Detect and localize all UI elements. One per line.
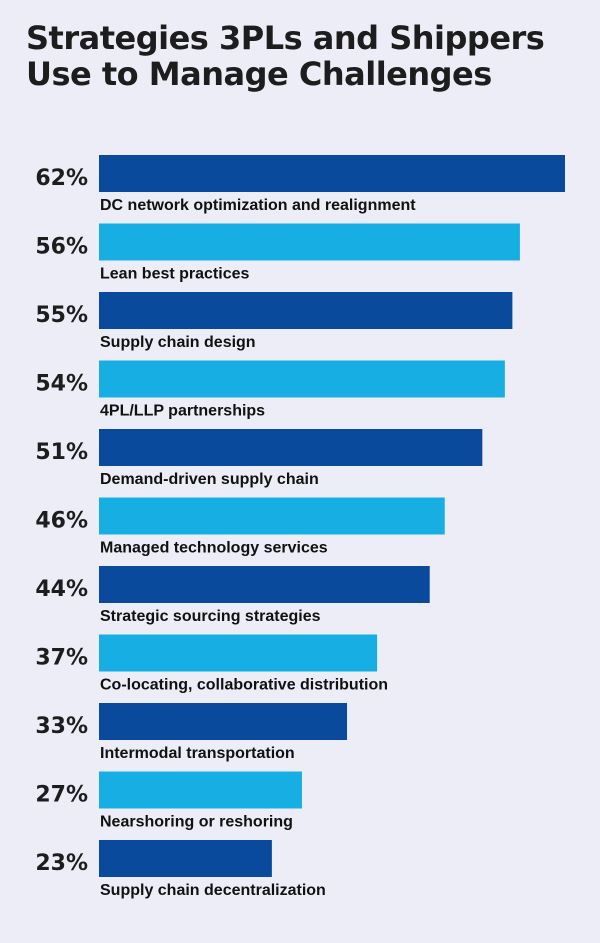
bar xyxy=(99,497,445,535)
value-label: 51% xyxy=(35,440,88,465)
bar xyxy=(99,840,272,877)
category-label: Demand-driven supply chain xyxy=(100,471,319,488)
bar xyxy=(99,634,378,672)
category-label: Supply chain design xyxy=(100,334,256,351)
category-label: 4PL/LLP partnerships xyxy=(100,403,265,420)
bar xyxy=(99,292,513,329)
bar xyxy=(99,223,520,261)
value-label: 33% xyxy=(35,714,88,739)
value-label: 55% xyxy=(35,303,88,328)
category-label: Nearshoring or reshoring xyxy=(100,814,293,831)
bar xyxy=(99,703,348,740)
bar xyxy=(99,429,483,466)
bar xyxy=(99,771,302,809)
category-label: Co-locating, collaborative distribution xyxy=(100,677,388,694)
category-label: Supply chain decentralization xyxy=(100,882,326,899)
category-label: Lean best practices xyxy=(100,266,250,283)
value-label: 54% xyxy=(35,372,88,397)
bar xyxy=(99,360,505,398)
chart-title: Strategies 3PLs and Shippers Use to Mana… xyxy=(26,19,545,93)
value-label: 46% xyxy=(35,509,88,534)
value-label: 56% xyxy=(35,235,88,260)
category-label: Intermodal transportation xyxy=(100,745,295,762)
value-label: 23% xyxy=(35,851,88,876)
bar xyxy=(99,155,565,192)
value-label: 44% xyxy=(35,577,88,602)
category-label: DC network optimization and realignment xyxy=(100,197,416,214)
value-label: 27% xyxy=(35,783,88,808)
bar xyxy=(99,566,430,603)
value-label: 62% xyxy=(35,166,88,191)
category-label: Strategic sourcing strategies xyxy=(100,608,321,625)
category-label: Managed technology services xyxy=(100,540,328,557)
value-label: 37% xyxy=(35,646,88,671)
